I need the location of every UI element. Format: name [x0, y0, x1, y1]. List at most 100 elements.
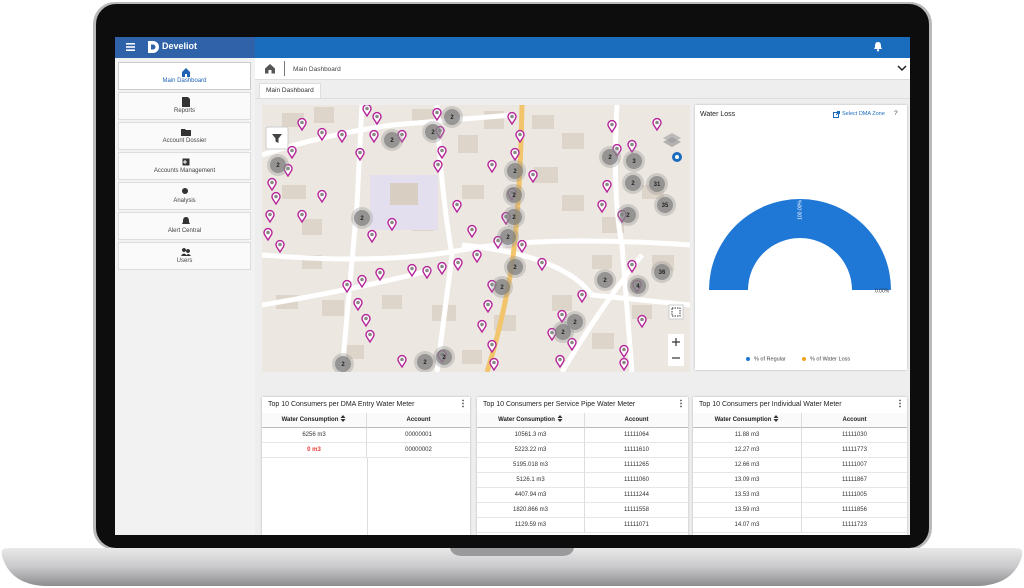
- breadcrumb: Main Dashboard: [293, 66, 341, 73]
- dot: [899, 399, 901, 402]
- table-cell: 6256 m3: [262, 428, 367, 443]
- table-cell: 11111856: [802, 503, 907, 518]
- map-pin-dot: [365, 106, 369, 111]
- cluster: [507, 259, 523, 275]
- select-area-button[interactable]: [668, 304, 684, 320]
- cluster: [626, 153, 642, 169]
- table-cell: 11.88 m3: [693, 428, 802, 443]
- legend-item[interactable]: % of Regular: [754, 356, 786, 362]
- cluster-count: 2: [442, 355, 446, 361]
- table-menu[interactable]: [461, 399, 465, 410]
- menu-item[interactable]: Accounts Management: [118, 152, 251, 180]
- map-pin-dot: [540, 260, 544, 265]
- locate-button[interactable]: [672, 152, 682, 162]
- cluster: [506, 187, 522, 203]
- menu-label: Analysis: [173, 198, 196, 204]
- map[interactable]: 2 2 2 2 2 3 31 2 35 2 2 2 2 2 2 36 2 4 2 2 2 2 2 2 2: [262, 105, 690, 372]
- map-pin-dot: [270, 180, 274, 185]
- table-menu[interactable]: [679, 399, 683, 410]
- menu-icon: [181, 188, 190, 196]
- menu-item[interactable]: Account Dossier: [118, 122, 251, 150]
- breadcrumb-bar: [255, 58, 910, 80]
- column-header[interactable]: Account: [585, 413, 688, 428]
- map-pin-dot: [490, 342, 494, 347]
- loss-label: 0.00%: [875, 288, 890, 294]
- menu-item[interactable]: Analysis: [118, 182, 251, 210]
- table-cell: 11111030: [802, 428, 907, 443]
- dot: [899, 405, 901, 408]
- cluster-count: 2: [626, 213, 630, 219]
- map-pin-dot: [490, 282, 494, 287]
- map-pin-dot: [560, 312, 564, 317]
- tab-label: Main Dashboard: [266, 87, 314, 94]
- map-pin: [297, 117, 307, 132]
- collapse[interactable]: [897, 65, 907, 72]
- table-cell: 11111060: [585, 473, 688, 488]
- map-pin: [287, 145, 297, 160]
- map-pin: [510, 147, 520, 162]
- kebab-icon: [899, 399, 901, 408]
- cluster: [417, 354, 433, 370]
- map-pin: [637, 314, 647, 329]
- menu-icon: [181, 157, 191, 167]
- help[interactable]: ?: [894, 110, 898, 117]
- column-header[interactable]: Water Consumption: [262, 413, 367, 428]
- layers-button[interactable]: [663, 133, 681, 147]
- map-pin: [515, 129, 525, 144]
- map-pin-dot: [400, 132, 404, 137]
- home-icon[interactable]: [264, 63, 276, 74]
- map-pin-dot: [600, 202, 604, 207]
- map-pin-dot: [492, 360, 496, 365]
- map-pin-dot: [640, 317, 644, 322]
- dot: [680, 405, 682, 408]
- cluster: [597, 272, 613, 288]
- dot: [899, 402, 901, 405]
- map-pin-dot: [490, 162, 494, 167]
- sort-icon: [773, 415, 779, 422]
- map-pin-dot: [610, 122, 614, 127]
- menu-item[interactable]: Reports: [118, 92, 251, 120]
- table-title: Top 10 Consumers per DMA Entry Water Met…: [268, 401, 415, 408]
- legend-item[interactable]: % of Water Loss: [810, 356, 850, 362]
- map-pin-dot: [300, 120, 304, 125]
- brand-name: Develiot: [162, 41, 198, 51]
- cluster: [654, 264, 670, 280]
- table-menu[interactable]: [898, 399, 902, 410]
- menu-item[interactable]: Alert Central: [118, 212, 251, 240]
- icon-shape: [182, 68, 190, 77]
- map-pin-dot: [320, 130, 324, 135]
- column-header[interactable]: Water Consumption: [477, 413, 585, 428]
- menu-item[interactable]: Users: [118, 242, 251, 270]
- sort-arrows: [340, 415, 346, 422]
- cluster: [444, 109, 460, 125]
- zoom-in[interactable]: [668, 334, 684, 350]
- table-cell: 5195.018 m3: [477, 458, 585, 473]
- dot: [462, 402, 464, 405]
- map-pin-dot: [340, 132, 344, 137]
- map-clusters: 2 2 2 2 2 3 31 2 35 2 2 2 2 2 2 36 2 4 2 2 2 2 2 2 2: [267, 106, 676, 372]
- table-cell: 13.53 m3: [693, 488, 802, 503]
- menu-label: Main Dashboard: [162, 78, 207, 84]
- map-pin: [367, 229, 377, 244]
- map-pin: [437, 261, 447, 276]
- zoom-out[interactable]: [668, 350, 684, 366]
- map-pin-dot: [440, 148, 444, 153]
- tab[interactable]: [259, 83, 321, 98]
- select-zone-link[interactable]: Select DMA Zone: [842, 111, 885, 117]
- menu-toggle[interactable]: [125, 42, 137, 52]
- map-pin: [602, 179, 612, 194]
- table-cell: 12.27 m3: [693, 443, 802, 458]
- column-header[interactable]: Water Consumption: [693, 413, 802, 428]
- map-pin-dot: [615, 146, 619, 151]
- column-header[interactable]: Account: [367, 413, 470, 428]
- filter-button[interactable]: [265, 126, 289, 150]
- legend-swatch: [746, 357, 750, 361]
- column-header[interactable]: Account: [802, 413, 907, 428]
- notifications[interactable]: [873, 41, 883, 52]
- map-pin: [627, 139, 637, 154]
- map-pin-dot: [622, 347, 626, 352]
- map-pin-dot: [520, 242, 524, 247]
- menu-item[interactable]: Main Dashboard: [118, 62, 251, 90]
- cluster-count: 3: [632, 159, 636, 165]
